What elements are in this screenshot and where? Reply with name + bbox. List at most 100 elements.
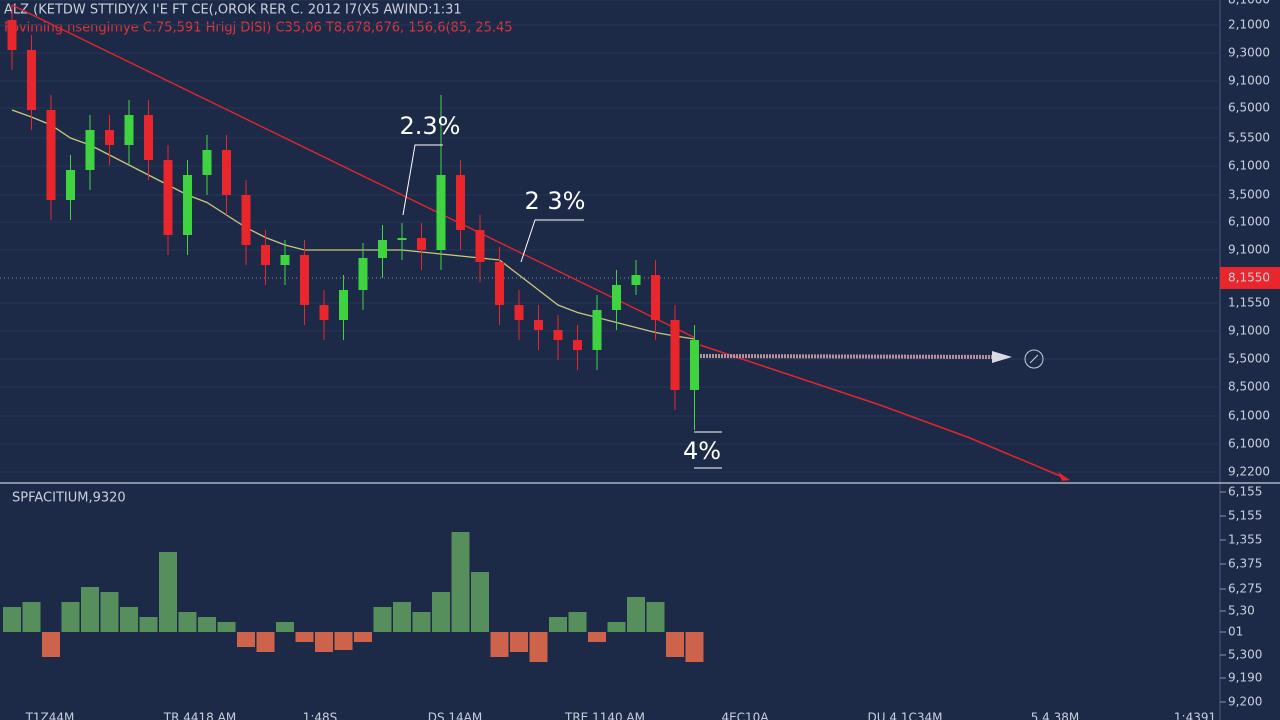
histogram-bar	[685, 632, 704, 662]
candle-body	[261, 245, 270, 265]
candle-body	[105, 130, 114, 145]
histogram-bar	[237, 632, 255, 647]
histogram-bar	[198, 617, 216, 632]
histogram-bar	[393, 602, 411, 632]
y-tick-label: 6,375	[1228, 557, 1262, 571]
y-tick-label: 9,190	[1228, 671, 1262, 685]
y-tick-label: 6,1000	[1228, 409, 1270, 423]
candle-body	[300, 255, 309, 305]
candle-body	[553, 330, 563, 340]
x-tick-label: 4EC10A	[721, 711, 769, 720]
histogram-bar	[412, 612, 431, 632]
annotation: 2 3%	[525, 187, 586, 215]
y-tick-label: 9,3000	[1228, 46, 1270, 60]
annotation-leader	[402, 144, 443, 216]
candle-body	[319, 305, 329, 320]
y-tick-label: 6,1000	[1228, 159, 1270, 173]
y-tick-label: 9,200	[1228, 695, 1262, 709]
histogram-bar	[100, 592, 119, 632]
candle-body	[436, 175, 446, 250]
y-tick-label: 2,1000	[1228, 18, 1270, 32]
x-tick-label: 5.4.38M	[1031, 711, 1080, 720]
y-tick-label: 9,2200	[1228, 465, 1270, 479]
candle-body	[66, 170, 75, 200]
y-tick-label: 5,5500	[1228, 131, 1270, 145]
histogram-bar	[178, 612, 197, 632]
histogram-bar	[568, 612, 587, 632]
histogram-bar	[432, 592, 450, 632]
candle-body	[475, 230, 485, 262]
candle-body	[339, 290, 348, 320]
x-tick-label: TR 4418 AM	[163, 711, 236, 720]
y-tick-label: 3,5000	[1228, 188, 1270, 202]
candle-body	[280, 255, 290, 265]
candle-body	[612, 285, 621, 310]
histogram-bar	[3, 607, 21, 632]
moving-average	[11, 4, 695, 339]
y-tick-label: 6,1000	[1228, 437, 1270, 451]
candle-body	[573, 340, 582, 350]
histogram-bar	[646, 602, 665, 632]
candle-body	[690, 340, 699, 390]
histogram-bar	[490, 632, 509, 657]
y-tick-label: 6,155	[1228, 485, 1262, 499]
candle-body	[514, 305, 524, 320]
y-tick-label: 8,1000	[1228, 0, 1270, 7]
annotation: 4%	[683, 437, 721, 465]
histogram-bar	[22, 602, 41, 632]
histogram-bar	[81, 587, 99, 632]
candle-body	[241, 195, 251, 245]
panel-title: SPFACITIUM,9320	[12, 491, 126, 506]
histogram-bar	[471, 572, 489, 632]
candle-body	[27, 50, 36, 110]
histogram-bar	[139, 617, 158, 632]
projection-arrow	[1058, 472, 1070, 481]
histogram-bar	[510, 632, 528, 652]
chart-title: ALZ (KETDW STTIDY/X I'E FT CE(,OROK RER …	[4, 3, 462, 18]
tool-icon[interactable]	[1024, 349, 1044, 369]
histogram-bar	[276, 622, 294, 632]
y-tick-label: 5,155	[1228, 509, 1262, 523]
projection-line	[699, 344, 1066, 479]
y-tick-label: 6,1000	[1228, 215, 1270, 229]
histogram-bar	[315, 632, 333, 652]
last-price-tag	[1220, 267, 1280, 289]
candle-body	[144, 115, 153, 160]
candle-body	[651, 275, 660, 320]
forecast-arrow	[699, 354, 1001, 359]
histogram-bar	[42, 632, 60, 657]
last-price-label: 8,1550	[1228, 271, 1270, 285]
candle-body	[456, 175, 465, 230]
candle-body	[631, 275, 641, 285]
histogram-bar	[549, 617, 567, 632]
histogram-bar	[256, 632, 275, 652]
histogram-bar	[334, 632, 353, 650]
y-tick-label: 9,1000	[1228, 324, 1270, 338]
histogram-bar	[607, 622, 626, 632]
y-tick-label: 5,300	[1228, 648, 1262, 662]
histogram-bar	[627, 597, 645, 632]
y-tick-label: 9,1000	[1228, 243, 1270, 257]
y-tick-label: 01	[1228, 625, 1243, 639]
candle-body	[163, 160, 173, 235]
forecast-arrowhead	[992, 351, 1012, 363]
candle-body	[670, 320, 680, 390]
y-tick-label: 5,5000	[1228, 352, 1270, 366]
x-tick-label: DS 14AM	[428, 711, 483, 720]
x-tick-label: TRE 1140 AM	[564, 711, 645, 720]
y-tick-label: 1,1550	[1228, 296, 1270, 310]
x-tick-label: 1:48S	[303, 711, 338, 720]
candle-body	[358, 258, 368, 290]
x-tick-label: DU 4.1C34M	[868, 711, 943, 720]
candle-body	[534, 320, 543, 330]
histogram-bar	[217, 622, 236, 632]
chart-subtitle: Foviming nsengimye C.75,591 Hrigj DISI) …	[4, 21, 513, 36]
histogram-bar	[354, 632, 372, 642]
candle-body	[417, 238, 426, 250]
y-tick-label: 8,5000	[1228, 380, 1270, 394]
candle-body	[46, 110, 56, 200]
histogram-bar	[529, 632, 548, 662]
histogram-bar	[120, 607, 138, 632]
candle-body	[495, 262, 504, 305]
histogram-bar	[61, 602, 80, 632]
